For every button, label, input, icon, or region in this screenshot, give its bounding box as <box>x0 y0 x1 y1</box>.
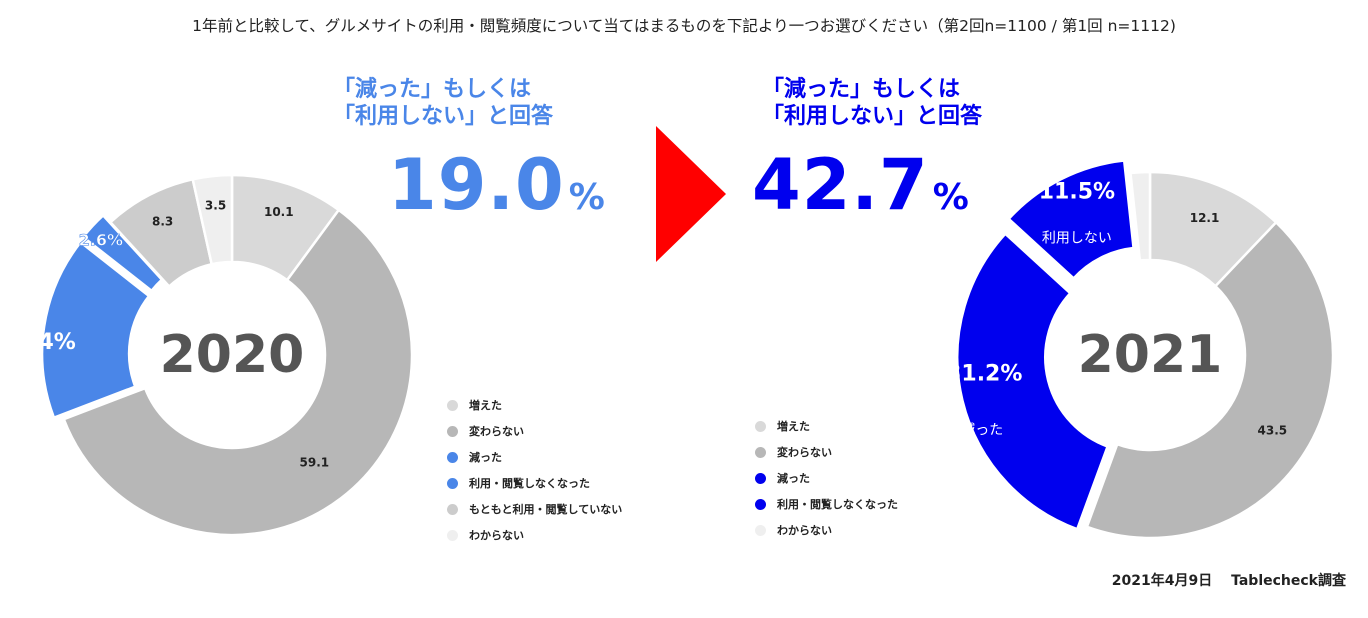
slice-2021-1 <box>1085 220 1335 540</box>
legend-swatch-icon <box>755 420 766 432</box>
legend-swatch-icon <box>447 503 458 515</box>
slices-2021 <box>956 159 1335 540</box>
legend-item-2020-3: 利用・閲覧しなくなった <box>447 475 590 491</box>
slice-2021-4 <box>1129 170 1152 262</box>
slice-2020-1 <box>62 208 414 537</box>
legend-item-2020-5: わからない <box>447 527 524 543</box>
headline-2020-line2: 「利用しない」と回答 <box>333 104 554 129</box>
legend-label: 増えた <box>777 420 810 433</box>
big-percentage-2020-value: 19.0 <box>388 144 565 226</box>
page-title: 1年前と比較して、グルメサイトの利用・閲覧頻度について当てはまるものを下記より一… <box>192 17 1176 35</box>
headline-2021: 「減った」もしくは 「利用しない」と回答 <box>762 76 982 130</box>
slices-2020 <box>40 173 414 537</box>
legend-item-2021-2: 減った <box>755 470 810 486</box>
slice-2020-2 <box>40 240 151 420</box>
slice-label-2020-3: 2.6% <box>79 230 123 249</box>
source-note: 2021年4月9日 Tablecheck調査 <box>1111 573 1346 589</box>
big-percentage-2021-value: 42.7 <box>752 144 929 226</box>
slice-label-2020-4: 8.3 <box>152 214 173 228</box>
big-percentage-2021: 42.7% <box>752 150 970 233</box>
slice-label-2021-3: 11.5% <box>1039 179 1115 204</box>
legend-item-2020-2: 減った <box>447 449 502 465</box>
legend-item-2021-4: わからない <box>755 522 832 538</box>
legend-item-2021-3: 利用・閲覧しなくなった <box>755 496 898 512</box>
legend-item-2020-1: 変わらない <box>447 423 524 439</box>
legend-swatch-icon <box>447 399 458 411</box>
legend-label: 増えた <box>469 399 502 412</box>
arrow-right-icon <box>656 126 726 262</box>
legend-label: 減った <box>777 472 810 485</box>
legend-label: 利用・閲覧しなくなった <box>469 477 590 490</box>
headline-2021-line1: 「減った」もしくは <box>762 77 961 102</box>
legend-item-2020-4: もともと利用・閲覧していない <box>447 501 622 517</box>
center-label-2020: 2020 <box>160 325 305 385</box>
headline-2020: 「減った」もしくは 「利用しない」と回答 <box>333 76 553 130</box>
big-percentage-2020: 19.0% <box>388 150 606 233</box>
legend-label: 変わらない <box>777 446 832 459</box>
legend-label: わからない <box>777 524 832 537</box>
legend-swatch-icon <box>447 529 458 541</box>
legend-item-2021-1: 変わらない <box>755 444 832 460</box>
big-percentage-2020-unit: % <box>568 177 606 218</box>
legend-swatch-icon <box>447 477 458 489</box>
slice-label-2020-0: 10.1 <box>264 205 294 219</box>
slice-label-2021-1: 43.5 <box>1258 424 1288 438</box>
slice-label-2020-5: 3.5 <box>205 198 226 212</box>
legend-label: わからない <box>469 529 524 542</box>
legend-item-2021-0: 増えた <box>755 418 810 434</box>
headline-2021-line2: 「利用しない」と回答 <box>762 104 983 129</box>
slice-label-2021-2: 31.2% <box>946 361 1022 386</box>
legend-swatch-icon <box>755 498 766 510</box>
legend-swatch-icon <box>755 446 766 458</box>
slice-labels-2021: 12.1 43.5 31.2% 減った 11.5% 利用しない <box>946 179 1287 438</box>
slice-label-2020-1: 59.1 <box>300 456 330 470</box>
legend-swatch-icon <box>447 425 458 437</box>
slice-sublabel-2021-3: 利用しない <box>1042 230 1112 246</box>
legend-label: 利用・閲覧しなくなった <box>777 498 898 511</box>
slice-label-2020-2: 16.4% <box>0 330 76 355</box>
headline-2020-line1: 「減った」もしくは <box>333 77 532 102</box>
slice-2020-5 <box>191 173 234 266</box>
slice-sublabel-2021-2: 減った <box>961 421 1003 438</box>
legend-label: 変わらない <box>469 425 524 438</box>
slice-labels-2020: 10.1 59.1 16.4% 2.6% 8.3 3.5 <box>0 198 329 469</box>
slice-2021-2 <box>956 232 1110 531</box>
slice-label-2021-0: 12.1 <box>1190 211 1220 225</box>
legend-item-2020-0: 増えた <box>447 397 502 413</box>
legend-swatch-icon <box>755 472 766 484</box>
center-label-2021: 2021 <box>1078 325 1223 385</box>
legend-label: もともと利用・閲覧していない <box>469 503 623 516</box>
big-percentage-2021-unit: % <box>932 177 970 218</box>
slice-2021-3 <box>1006 159 1135 281</box>
legend-label: 減った <box>469 451 502 464</box>
legend-swatch-icon <box>755 524 766 536</box>
legend-swatch-icon <box>447 451 458 463</box>
